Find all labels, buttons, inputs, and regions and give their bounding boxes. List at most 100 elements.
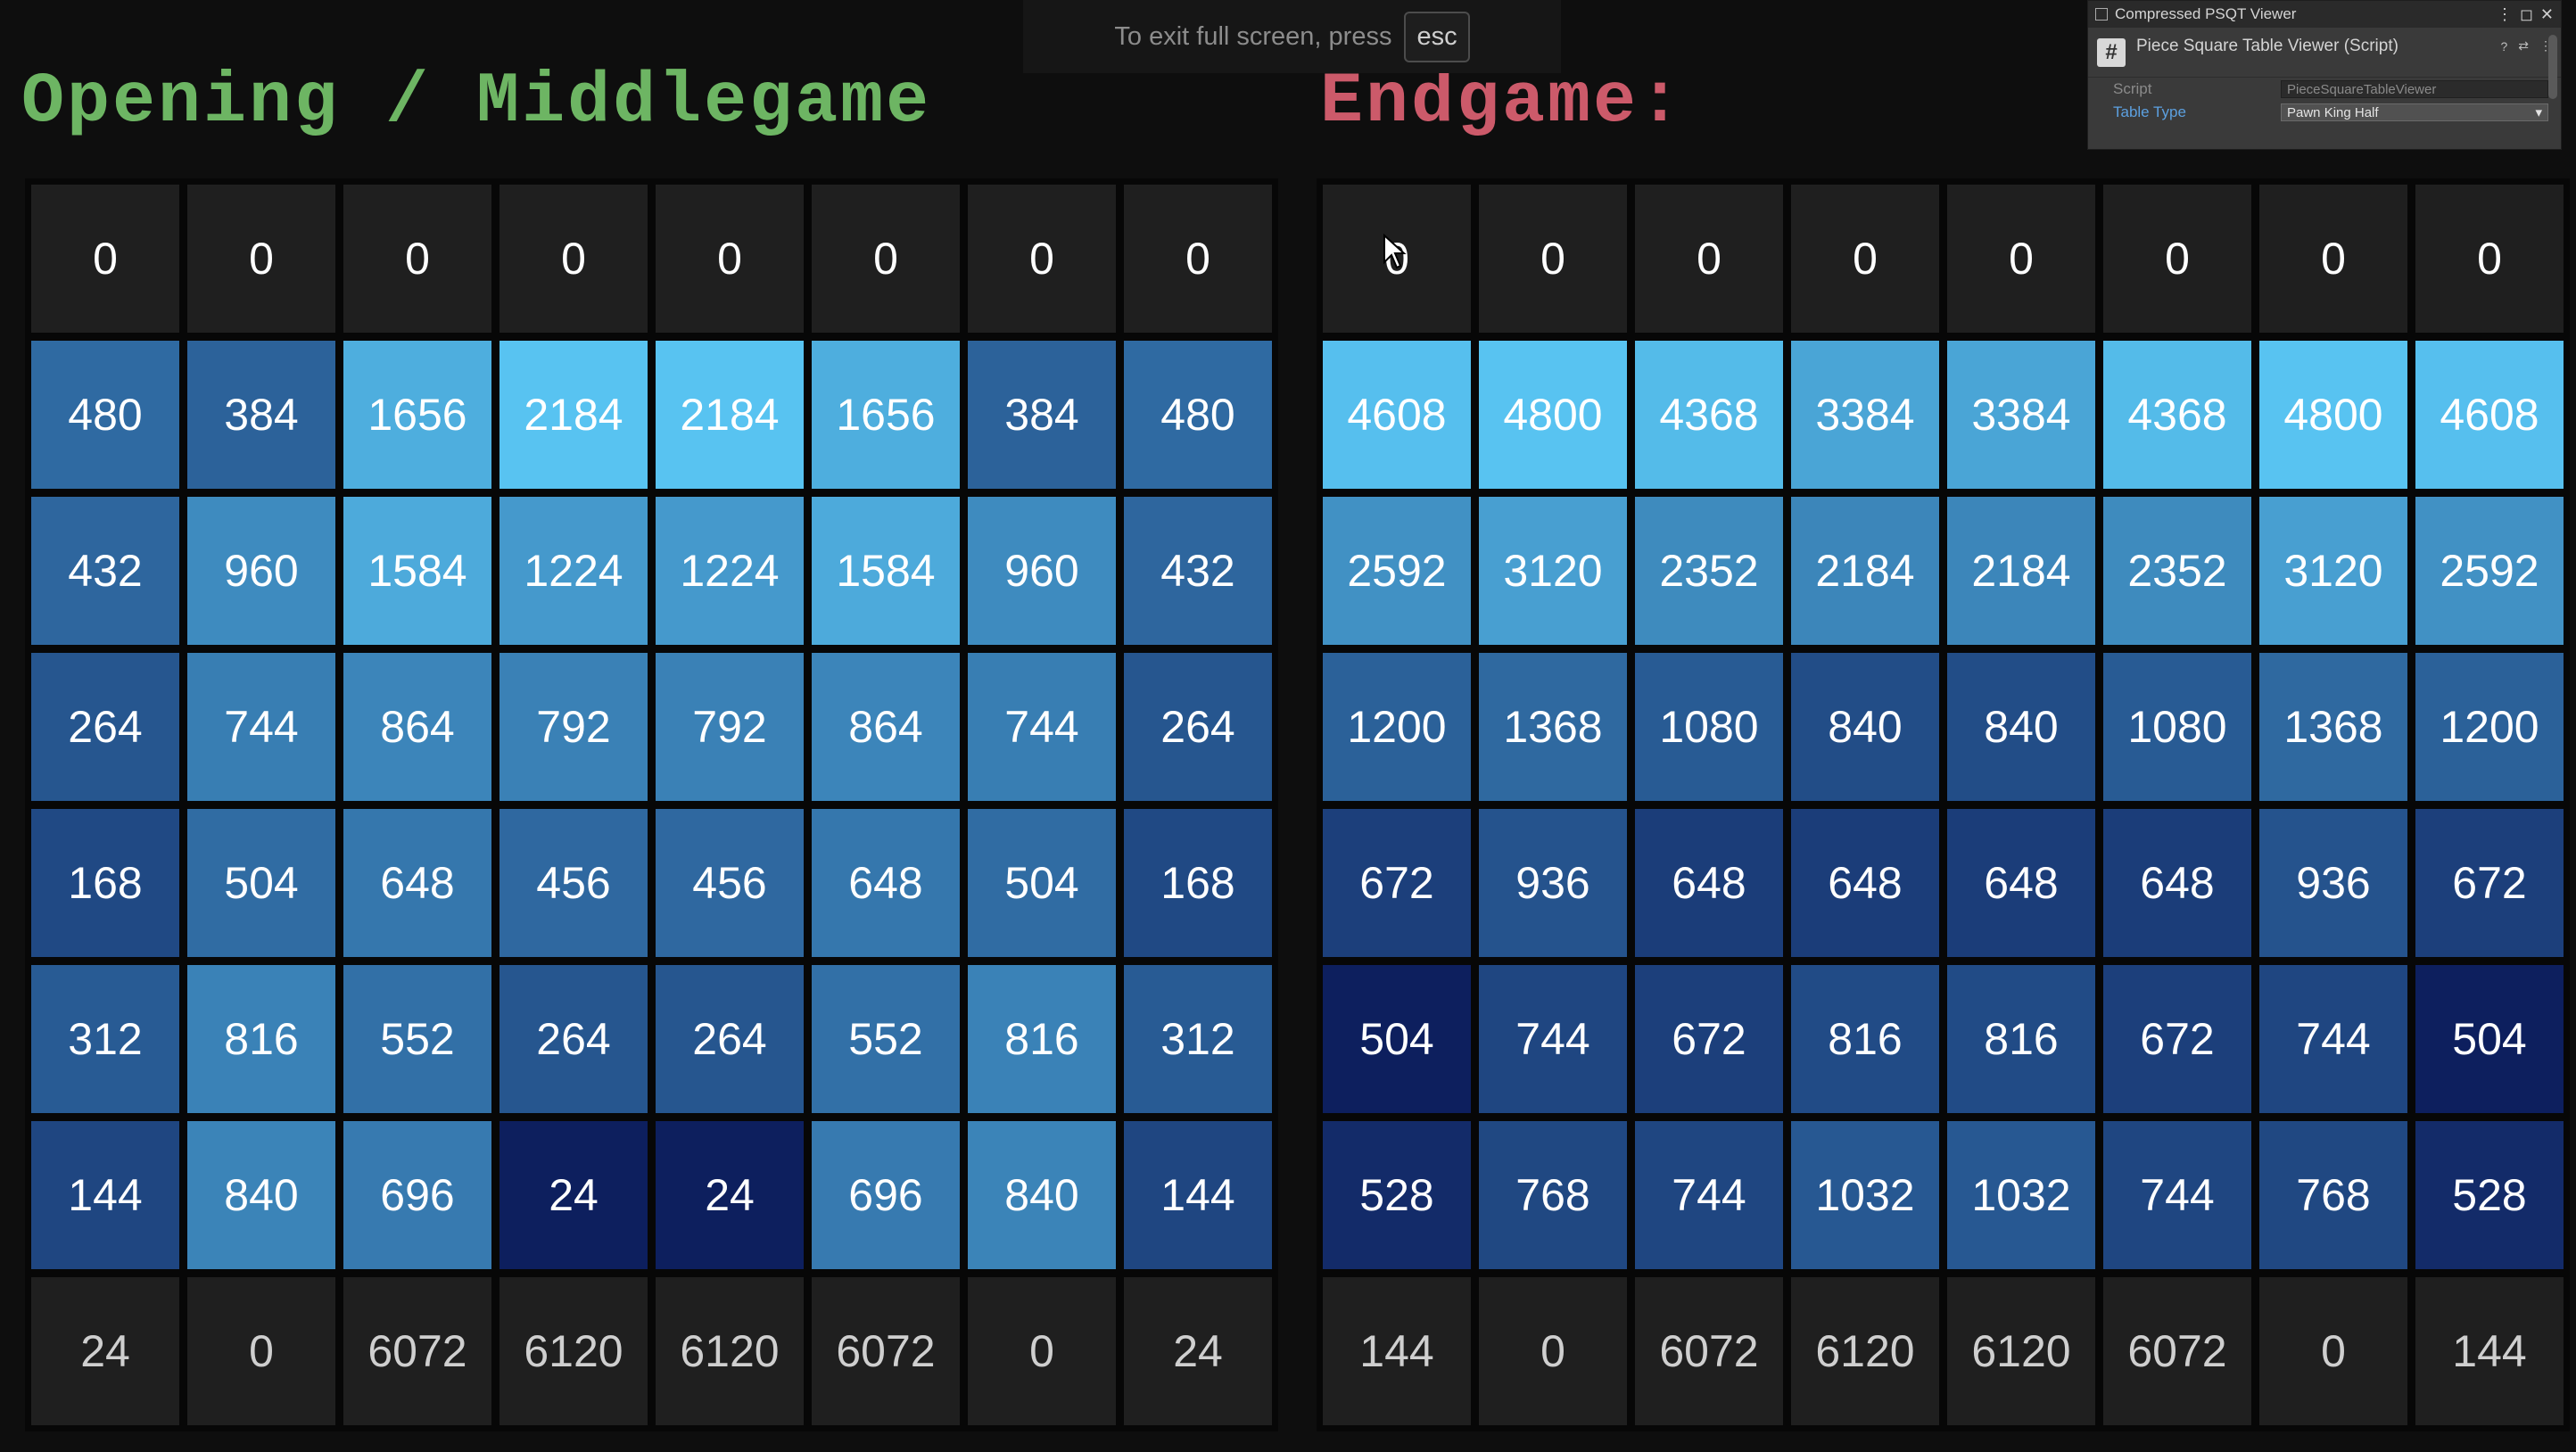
table-cell: 4800 xyxy=(2259,341,2407,489)
component-header[interactable]: # Piece Square Table Viewer (Script) ? ⇄… xyxy=(2088,28,2561,78)
table-cell: 840 xyxy=(968,1121,1116,1269)
table-cell: 312 xyxy=(1124,965,1272,1113)
table-cell: 264 xyxy=(1124,653,1272,801)
table-cell: 1584 xyxy=(812,497,960,645)
table-cell: 144 xyxy=(1124,1121,1272,1269)
table-cell: 0 xyxy=(1791,185,1939,333)
table-cell: 0 xyxy=(2103,185,2251,333)
table-cell: 24 xyxy=(31,1277,179,1425)
table-cell: 816 xyxy=(1947,965,2095,1113)
table-cell: 648 xyxy=(1635,809,1783,957)
script-field[interactable]: PieceSquareTableViewer xyxy=(2281,80,2548,98)
table-cell: 552 xyxy=(343,965,491,1113)
table-cell: 480 xyxy=(1124,341,1272,489)
table-cell: 1656 xyxy=(812,341,960,489)
table-cell: 384 xyxy=(187,341,335,489)
table-cell: 0 xyxy=(812,185,960,333)
table-cell: 672 xyxy=(2415,809,2564,957)
table-cell: 144 xyxy=(2415,1277,2564,1425)
table-cell: 0 xyxy=(2259,1277,2407,1425)
table-cell: 648 xyxy=(812,809,960,957)
table-cell: 648 xyxy=(1947,809,2095,957)
table-cell: 0 xyxy=(2259,185,2407,333)
esc-key-badge[interactable]: esc xyxy=(1404,11,1470,62)
component-title: Piece Square Table Viewer (Script) xyxy=(2136,36,2398,55)
table-cell: 4608 xyxy=(2415,341,2564,489)
table-cell: 4608 xyxy=(1323,341,1471,489)
table-cell: 816 xyxy=(1791,965,1939,1113)
table-cell: 768 xyxy=(1479,1121,1627,1269)
table-cell: 0 xyxy=(1479,1277,1627,1425)
dropdown-arrow-icon: ▾ xyxy=(2535,105,2542,120)
table-cell: 6072 xyxy=(343,1277,491,1425)
maximize-icon[interactable]: ◻ xyxy=(2519,4,2533,23)
table-cell: 24 xyxy=(656,1121,804,1269)
table-cell: 168 xyxy=(31,809,179,957)
table-cell: 504 xyxy=(187,809,335,957)
table-cell: 1080 xyxy=(2103,653,2251,801)
opening-middlegame-heading: Opening / Middlegame xyxy=(21,62,932,143)
kebab-menu-icon[interactable]: ⋮ xyxy=(2496,4,2513,23)
table-cell: 0 xyxy=(1479,185,1627,333)
table-cell: 960 xyxy=(187,497,335,645)
table-cell: 456 xyxy=(500,809,648,957)
table-cell: 1368 xyxy=(2259,653,2407,801)
table-cell: 1032 xyxy=(1791,1121,1939,1269)
script-label: Script xyxy=(2113,80,2152,97)
inspector-scrollbar[interactable] xyxy=(2548,35,2557,99)
table-cell: 1200 xyxy=(2415,653,2564,801)
table-cell: 3120 xyxy=(1479,497,1627,645)
table-cell: 456 xyxy=(656,809,804,957)
inspector-window-title: Compressed PSQT Viewer xyxy=(2115,5,2297,22)
endgame-board: 0000000046084800436833843384436848004608… xyxy=(1317,178,2570,1431)
table-cell: 144 xyxy=(31,1121,179,1269)
table-cell: 672 xyxy=(1323,809,1471,957)
table-cell: 144 xyxy=(1323,1277,1471,1425)
inspector-title-bar[interactable]: Compressed PSQT Viewer ⋮ ◻ ✕ xyxy=(2088,1,2561,28)
help-icon[interactable]: ? xyxy=(2500,38,2508,54)
table-cell: 0 xyxy=(187,1277,335,1425)
table-cell: 0 xyxy=(968,185,1116,333)
table-cell: 504 xyxy=(1323,965,1471,1113)
fullscreen-hint-text: To exit full screen, press xyxy=(1114,21,1392,51)
fullscreen-exit-hint: To exit full screen, press esc xyxy=(1023,0,1561,73)
table-cell: 24 xyxy=(1124,1277,1272,1425)
table-cell: 6072 xyxy=(2103,1277,2251,1425)
table-cell: 864 xyxy=(812,653,960,801)
preset-icon[interactable]: ⇄ xyxy=(2518,38,2529,53)
table-cell: 432 xyxy=(1124,497,1272,645)
table-cell: 648 xyxy=(1791,809,1939,957)
table-cell: 744 xyxy=(187,653,335,801)
table-cell: 528 xyxy=(1323,1121,1471,1269)
table-cell: 936 xyxy=(2259,809,2407,957)
table-cell: 672 xyxy=(2103,965,2251,1113)
table-cell: 432 xyxy=(31,497,179,645)
table-cell: 744 xyxy=(2103,1121,2251,1269)
table-cell: 1224 xyxy=(500,497,648,645)
table-cell: 840 xyxy=(1947,653,2095,801)
table-cell: 504 xyxy=(2415,965,2564,1113)
table-cell: 0 xyxy=(500,185,648,333)
table-type-dropdown[interactable]: Pawn King Half ▾ xyxy=(2281,103,2548,121)
table-cell: 264 xyxy=(656,965,804,1113)
close-icon[interactable]: ✕ xyxy=(2539,4,2554,23)
table-cell: 1080 xyxy=(1635,653,1783,801)
table-cell: 0 xyxy=(1635,185,1783,333)
table-cell: 2184 xyxy=(656,341,804,489)
table-cell: 696 xyxy=(812,1121,960,1269)
table-cell: 6120 xyxy=(1947,1277,2095,1425)
table-cell: 528 xyxy=(2415,1121,2564,1269)
table-cell: 840 xyxy=(187,1121,335,1269)
table-cell: 744 xyxy=(1635,1121,1783,1269)
table-cell: 0 xyxy=(1124,185,1272,333)
table-cell: 744 xyxy=(968,653,1116,801)
window-icon xyxy=(2095,8,2108,21)
table-cell: 480 xyxy=(31,341,179,489)
endgame-heading: Endgame: xyxy=(1320,62,1685,143)
table-cell: 168 xyxy=(1124,809,1272,957)
table-cell: 816 xyxy=(187,965,335,1113)
table-cell: 2592 xyxy=(1323,497,1471,645)
hash-icon: # xyxy=(2097,37,2126,67)
table-cell: 1200 xyxy=(1323,653,1471,801)
table-cell: 648 xyxy=(2103,809,2251,957)
